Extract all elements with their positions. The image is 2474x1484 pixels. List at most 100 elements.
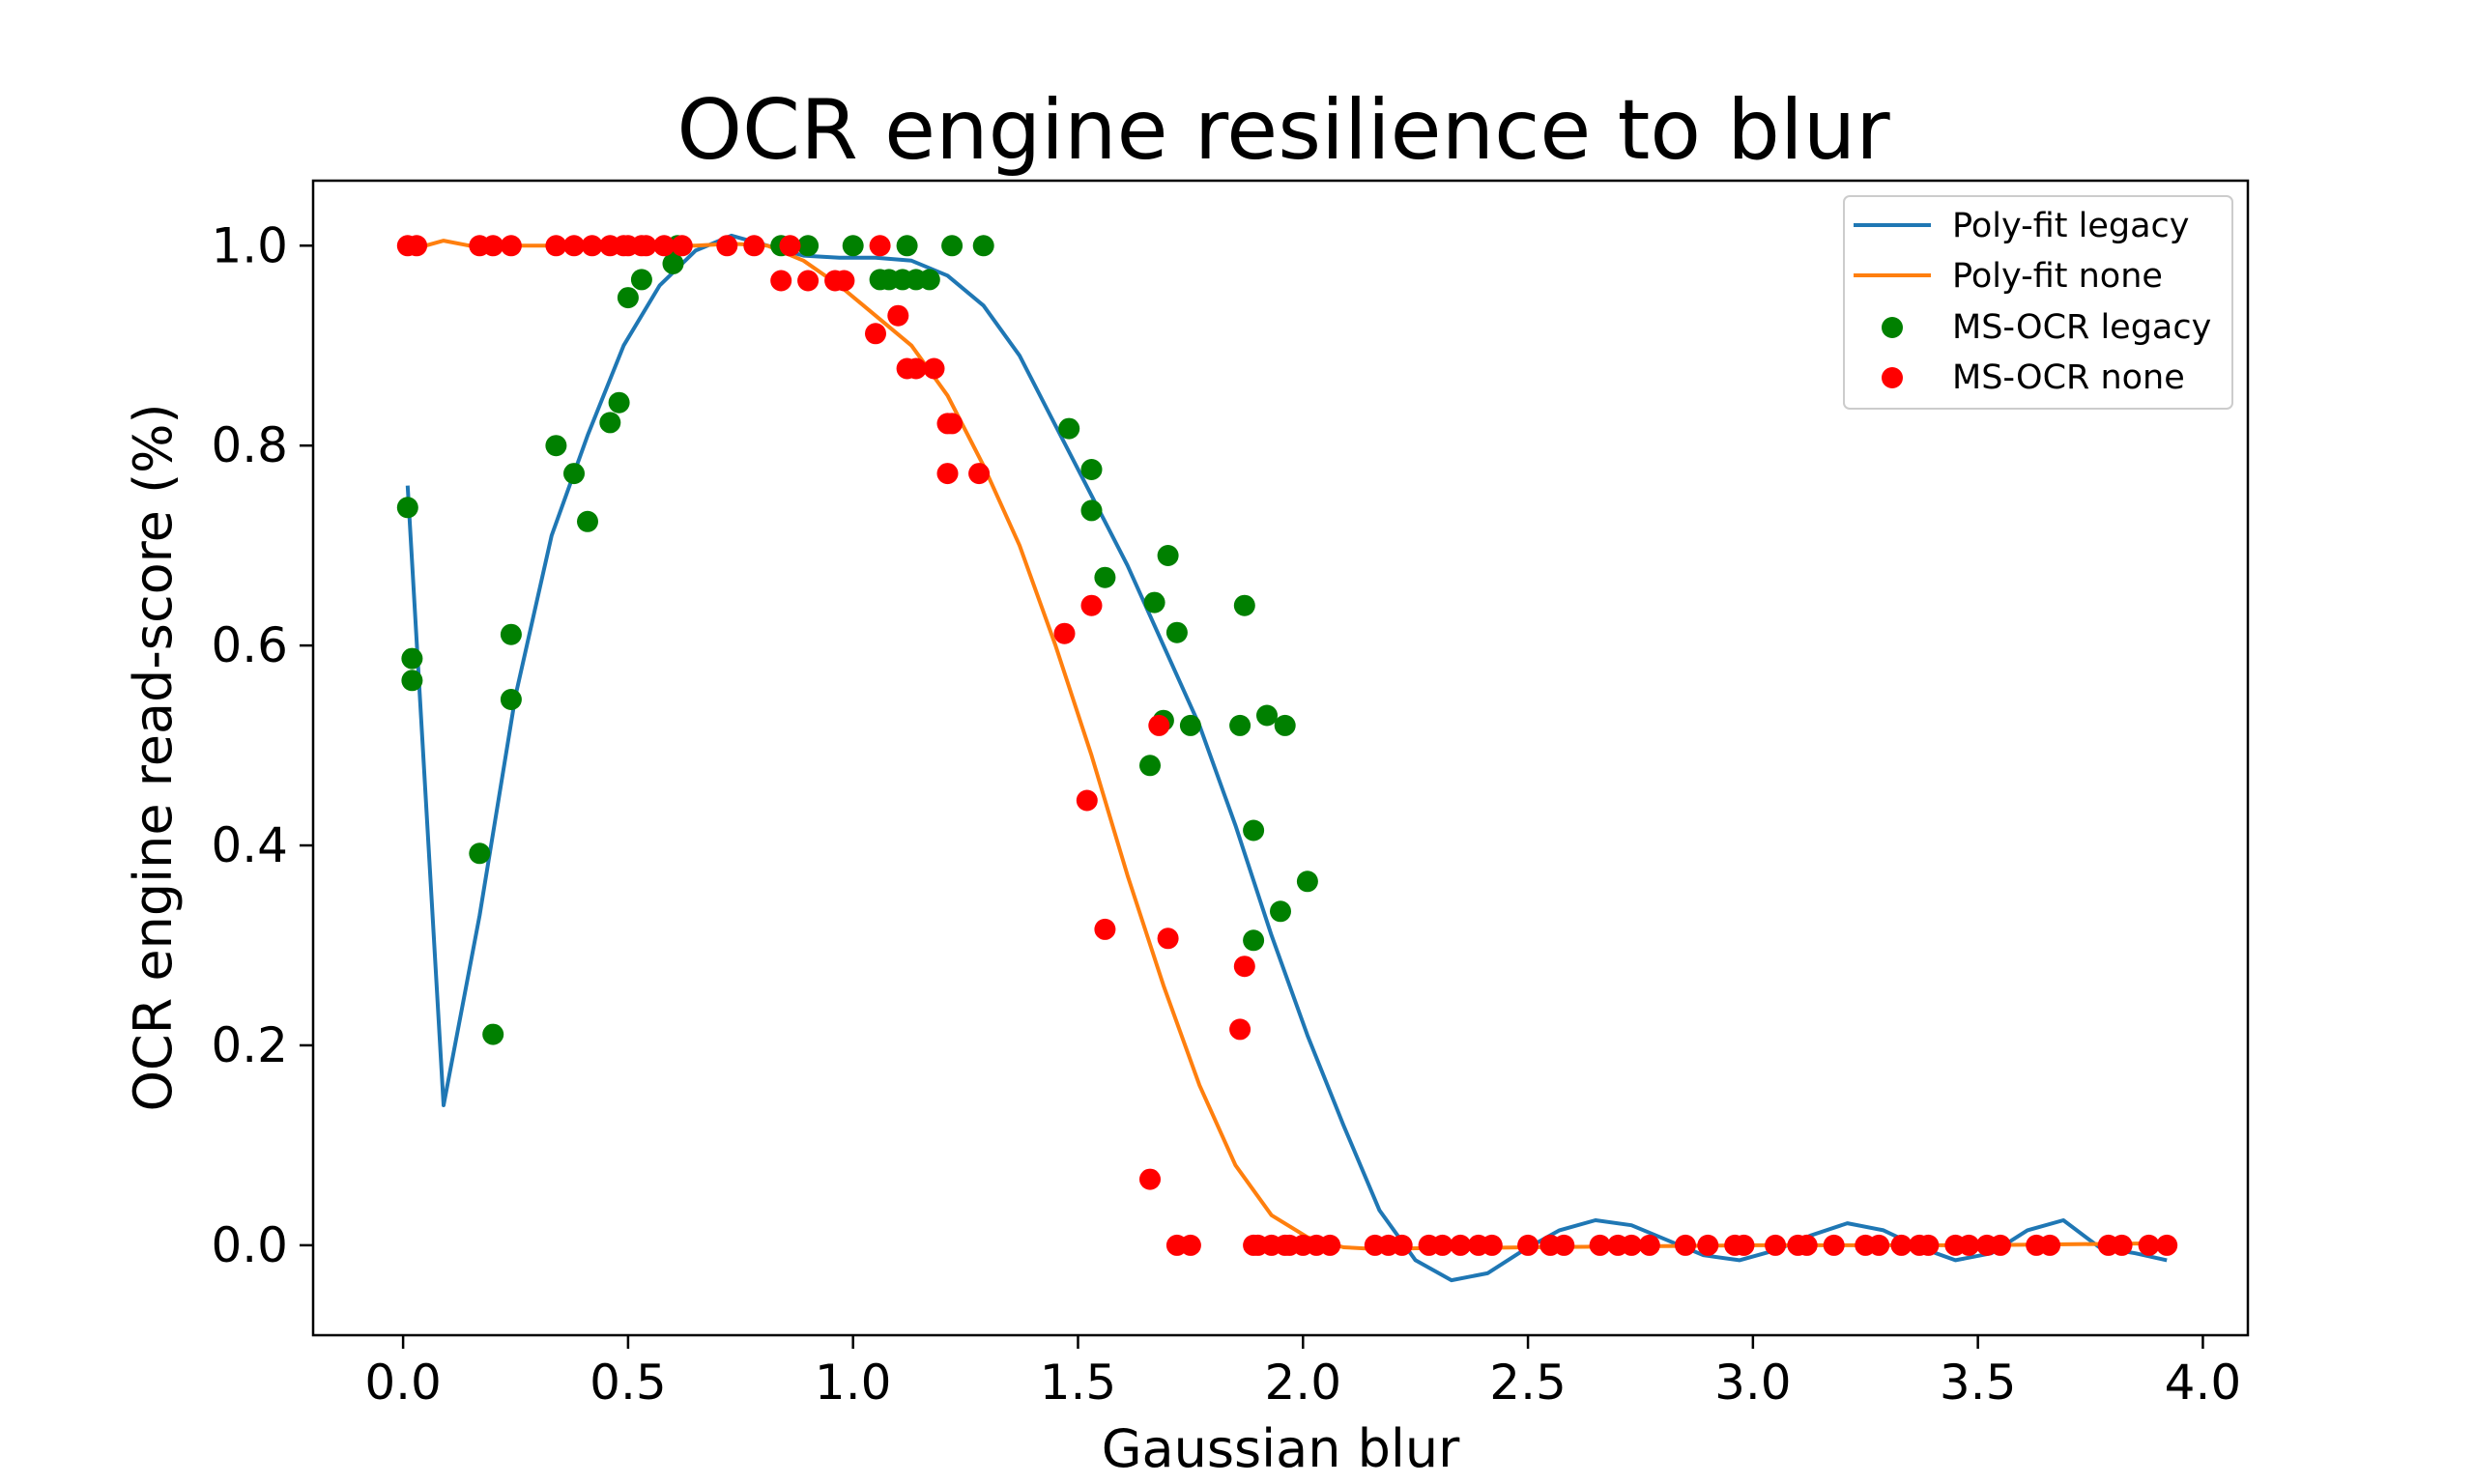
point-ms-ocr-none bbox=[1697, 1234, 1719, 1256]
point-ms-ocr-none bbox=[833, 270, 855, 292]
point-ms-ocr-none bbox=[1431, 1234, 1453, 1256]
point-ms-ocr-none bbox=[1076, 789, 1098, 812]
legend: Poly-fit legacy Poly-fit none MS-OCR leg… bbox=[1843, 195, 2233, 410]
point-ms-ocr-none bbox=[1481, 1234, 1503, 1256]
point-ms-ocr-none bbox=[500, 235, 522, 257]
point-ms-ocr-none bbox=[923, 357, 945, 380]
series-line-poly-fit-legacy bbox=[405, 233, 2168, 1283]
point-ms-ocr-none bbox=[716, 235, 738, 257]
axes-frame bbox=[311, 179, 2250, 1337]
point-ms-ocr-none bbox=[936, 463, 959, 485]
point-ms-ocr-none bbox=[1233, 956, 1255, 978]
point-ms-ocr-none bbox=[968, 463, 991, 485]
point-ms-ocr-none bbox=[1765, 1234, 1787, 1256]
point-ms-ocr-legacy bbox=[1143, 591, 1165, 614]
point-ms-ocr-legacy bbox=[1139, 755, 1161, 777]
point-ms-ocr-none bbox=[1148, 714, 1170, 736]
point-ms-ocr-legacy bbox=[500, 689, 522, 710]
point-ms-ocr-legacy bbox=[1256, 704, 1278, 727]
point-ms-ocr-legacy bbox=[1179, 714, 1201, 736]
point-ms-ocr-legacy bbox=[1229, 714, 1251, 736]
point-ms-ocr-legacy bbox=[401, 670, 423, 692]
point-ms-ocr-none bbox=[1080, 594, 1103, 616]
legend-label-poly-fit-none: Poly-fit none bbox=[1952, 257, 2163, 296]
point-ms-ocr-none bbox=[581, 235, 603, 257]
point-ms-ocr-none bbox=[1733, 1234, 1755, 1256]
point-ms-ocr-legacy bbox=[545, 435, 567, 457]
point-ms-ocr-none bbox=[797, 270, 820, 292]
plot-area bbox=[396, 233, 2178, 1283]
point-ms-ocr-legacy bbox=[630, 269, 652, 291]
point-ms-ocr-none bbox=[1319, 1234, 1341, 1256]
point-ms-ocr-legacy bbox=[577, 510, 598, 532]
point-ms-ocr-none bbox=[545, 235, 567, 257]
point-ms-ocr-legacy bbox=[563, 463, 585, 485]
point-ms-ocr-none bbox=[1621, 1234, 1643, 1256]
x-tick-label: 0.0 bbox=[364, 1355, 442, 1411]
point-ms-ocr-legacy bbox=[1296, 870, 1318, 893]
point-ms-ocr-none bbox=[865, 323, 886, 345]
point-ms-ocr-none bbox=[2138, 1234, 2160, 1256]
point-ms-ocr-none bbox=[1917, 1234, 1940, 1256]
point-ms-ocr-none bbox=[635, 235, 657, 257]
point-ms-ocr-none bbox=[1450, 1234, 1472, 1256]
point-ms-ocr-legacy bbox=[1157, 545, 1179, 566]
point-ms-ocr-none bbox=[1823, 1234, 1845, 1256]
point-ms-ocr-none bbox=[1553, 1234, 1575, 1256]
point-ms-ocr-legacy bbox=[918, 269, 940, 291]
legend-swatch-ms-ocr-legacy bbox=[1882, 317, 1903, 338]
point-ms-ocr-none bbox=[1638, 1234, 1660, 1256]
point-ms-ocr-legacy bbox=[396, 497, 418, 519]
point-ms-ocr-legacy bbox=[482, 1023, 504, 1045]
x-tick-label: 2.0 bbox=[1265, 1355, 1342, 1411]
x-axis-title: Gaussian blur bbox=[1102, 1418, 1460, 1479]
point-ms-ocr-none bbox=[653, 235, 676, 257]
point-ms-ocr-none bbox=[1139, 1168, 1161, 1190]
x-tick-label: 2.5 bbox=[1489, 1355, 1567, 1411]
point-ms-ocr-none bbox=[1589, 1234, 1611, 1256]
point-ms-ocr-legacy bbox=[599, 412, 621, 434]
point-ms-ocr-none bbox=[905, 357, 927, 380]
point-ms-ocr-none bbox=[406, 235, 428, 257]
point-ms-ocr-none bbox=[1391, 1234, 1413, 1256]
point-ms-ocr-legacy bbox=[842, 235, 864, 257]
y-tick-label: 0.0 bbox=[211, 1217, 288, 1273]
y-tick-label: 0.8 bbox=[211, 417, 288, 473]
point-ms-ocr-none bbox=[2156, 1234, 2178, 1256]
point-ms-ocr-legacy bbox=[469, 842, 491, 865]
x-tick-label: 4.0 bbox=[2165, 1355, 2242, 1411]
point-ms-ocr-legacy bbox=[1270, 900, 1291, 923]
point-ms-ocr-none bbox=[1890, 1234, 1913, 1256]
chart-title: OCR engine resilience to blur bbox=[676, 82, 1890, 179]
point-ms-ocr-none bbox=[563, 235, 585, 257]
point-ms-ocr-none bbox=[1157, 928, 1179, 950]
point-ms-ocr-legacy bbox=[896, 235, 918, 257]
y-tick-label: 1.0 bbox=[211, 217, 288, 273]
point-ms-ocr-none bbox=[1094, 918, 1116, 940]
x-tick-label: 1.5 bbox=[1040, 1355, 1117, 1411]
point-ms-ocr-legacy bbox=[1094, 566, 1116, 588]
x-tick-label: 1.0 bbox=[815, 1355, 892, 1411]
point-ms-ocr-legacy bbox=[1274, 714, 1296, 736]
point-ms-ocr-legacy bbox=[797, 235, 820, 257]
point-ms-ocr-legacy bbox=[500, 623, 522, 645]
point-ms-ocr-legacy bbox=[617, 287, 639, 309]
point-ms-ocr-none bbox=[1796, 1234, 1818, 1256]
point-ms-ocr-none bbox=[1675, 1234, 1696, 1256]
point-ms-ocr-none bbox=[2111, 1234, 2133, 1256]
point-ms-ocr-none bbox=[887, 304, 909, 327]
y-axis-title: OCR engine read-score (%) bbox=[123, 403, 184, 1111]
legend-label-ms-ocr-legacy: MS-OCR legacy bbox=[1952, 308, 2211, 347]
y-tick-label: 0.4 bbox=[211, 817, 288, 873]
point-ms-ocr-none bbox=[1517, 1234, 1539, 1256]
point-ms-ocr-legacy bbox=[972, 235, 994, 257]
legend-box bbox=[1843, 195, 2233, 410]
point-ms-ocr-none bbox=[482, 235, 504, 257]
point-ms-ocr-legacy bbox=[1233, 594, 1255, 616]
point-ms-ocr-legacy bbox=[1080, 459, 1103, 480]
point-ms-ocr-none bbox=[1229, 1018, 1251, 1041]
x-tick-label: 3.0 bbox=[1714, 1355, 1792, 1411]
point-ms-ocr-legacy bbox=[1243, 929, 1265, 952]
point-ms-ocr-none bbox=[770, 270, 792, 292]
